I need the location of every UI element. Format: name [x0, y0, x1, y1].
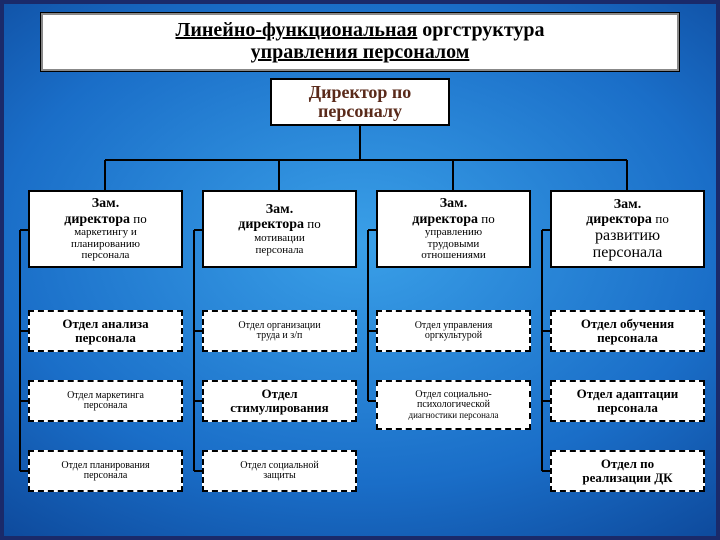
- title-part-1: Линейно-функциональная: [175, 19, 417, 41]
- dept-cell-0-2: Отдел управленияоргкультурой: [376, 310, 531, 352]
- deputy-node-0: Зам.директора помаркетингу ипланированию…: [28, 190, 183, 268]
- director-line-1: Директор по: [309, 83, 412, 102]
- dept-cell-2-3: Отдел пореализации ДК: [550, 450, 705, 492]
- deputy-node-3: Зам.директора поразвитиюперсонала: [550, 190, 705, 268]
- deputy-node-1: Зам.директора помотивацииперсонала: [202, 190, 357, 268]
- dept-cell-1-3: Отдел адаптацииперсонала: [550, 380, 705, 422]
- deputy-node-2: Зам.директора поуправлениютрудовымиотнош…: [376, 190, 531, 268]
- diagram-title: Линейно-функциональная оргструктура упра…: [40, 12, 680, 72]
- title-line-2: управления персоналом: [251, 41, 470, 63]
- dept-cell-1-0: Отдел маркетингаперсонала: [28, 380, 183, 422]
- dept-cell-2-0: Отдел планированияперсонала: [28, 450, 183, 492]
- dept-cell-0-0: Отдел анализаперсонала: [28, 310, 183, 352]
- director-line-2: персоналу: [318, 102, 402, 121]
- dept-cell-1-1: Отделстимулирования: [202, 380, 357, 422]
- dept-cell-0-3: Отдел обученияперсонала: [550, 310, 705, 352]
- director-node: Директор по персоналу: [270, 78, 450, 126]
- dept-cell-1-2: Отдел социально-психологическойдиагности…: [376, 380, 531, 430]
- dept-cell-2-1: Отдел социальнойзащиты: [202, 450, 357, 492]
- dept-cell-0-1: Отдел организациитруда и з/п: [202, 310, 357, 352]
- title-part-2: оргструктура: [417, 19, 544, 41]
